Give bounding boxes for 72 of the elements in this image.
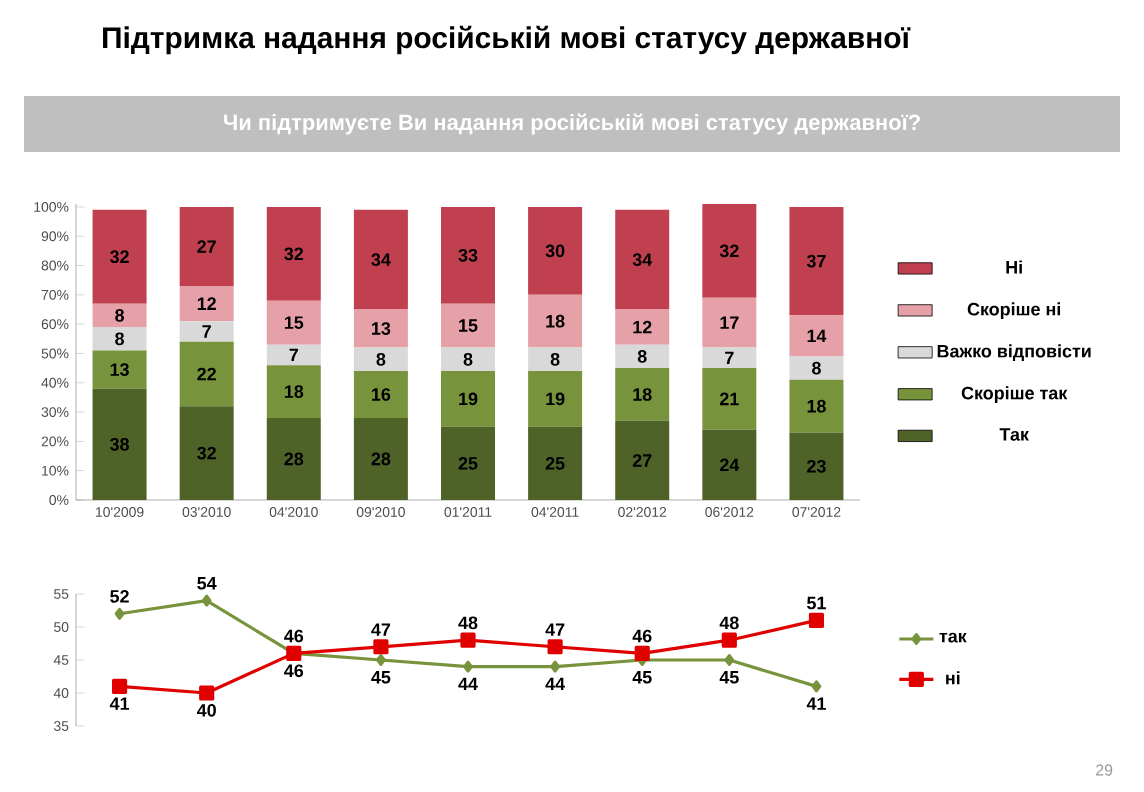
data-label: 28	[284, 452, 304, 466]
data-label: 33	[458, 248, 478, 262]
data-label: 7	[202, 325, 211, 338]
data-label: 8	[115, 309, 125, 322]
data-label: 48	[719, 616, 739, 630]
data-label: 40	[196, 704, 216, 717]
data-label: 46	[632, 629, 652, 643]
data-label: 45	[371, 671, 391, 684]
legend-label: Скоріше так	[961, 386, 1068, 403]
data-label: 27	[632, 454, 652, 467]
data-label: 41	[806, 697, 826, 710]
data-label: 17	[720, 316, 739, 329]
data-label: 12	[197, 297, 216, 310]
data-label: 15	[459, 319, 478, 332]
text: Так	[999, 428, 1029, 441]
data-label: 18	[546, 314, 565, 328]
data-label: 7	[289, 348, 298, 362]
data-label: 46	[284, 629, 304, 643]
data-label: 54	[197, 577, 217, 590]
data-label: 8	[463, 352, 473, 366]
data-label: 32	[284, 247, 304, 261]
data-label: 22	[197, 367, 216, 381]
data-label: 34	[632, 253, 653, 267]
data-label: 41	[109, 697, 130, 710]
legend-label: так	[939, 632, 967, 643]
data-label: 47	[371, 623, 391, 636]
legend-label: Важко відповісти	[937, 344, 1091, 361]
data-label: 19	[546, 392, 565, 406]
data-label: 45	[719, 671, 739, 684]
data-label: 18	[807, 399, 826, 413]
data-label: 27	[197, 240, 216, 253]
data-label: 21	[719, 392, 739, 406]
data-label: 23	[807, 459, 826, 473]
data-label: 28	[371, 452, 391, 466]
chart-subtitle: Чи підтримуєте Ви надання російській мові статусу державної?	[224, 113, 920, 135]
data-label: 8	[550, 352, 560, 366]
data-label: 37	[806, 254, 826, 268]
data-label: 15	[284, 316, 304, 329]
data-label: 34	[371, 253, 391, 267]
chart-title: Підтримка надання російській мові статусу державної	[103, 25, 911, 55]
data-label: 14	[807, 329, 827, 343]
data-label: 18	[284, 385, 304, 398]
data-label: 25	[458, 457, 478, 470]
data-label: 44	[458, 677, 478, 690]
data-label: 19	[459, 392, 478, 406]
data-label: 32	[110, 250, 129, 264]
data-label: 51	[807, 596, 826, 610]
data-label: 44	[545, 677, 565, 690]
data-label: 32	[719, 244, 739, 258]
data-label: 48	[458, 616, 478, 630]
data-label: 8	[115, 332, 125, 346]
data-label: 46	[284, 664, 304, 678]
data-label: 7	[725, 351, 734, 365]
data-label: 52	[110, 590, 129, 603]
data-label: 12	[633, 320, 652, 334]
data-label: 16	[372, 388, 391, 401]
legend-label: ні	[946, 671, 960, 685]
data-label: 13	[110, 363, 129, 376]
data-label: 32	[197, 446, 216, 460]
data-label: 18	[633, 388, 652, 401]
data-label: 8	[376, 352, 386, 366]
data-label: 24	[719, 458, 740, 472]
data-label: 8	[812, 361, 821, 375]
data-label: 45	[632, 671, 652, 684]
text: Ні	[1006, 260, 1022, 274]
data-label: 8	[637, 350, 647, 363]
data-label: 25	[545, 457, 565, 470]
data-label: 13	[372, 322, 391, 335]
data-label: 38	[110, 437, 129, 451]
data-label: 30	[545, 244, 565, 258]
legend-label: Скоріше ні	[967, 302, 1061, 320]
data-label: 47	[545, 623, 565, 636]
